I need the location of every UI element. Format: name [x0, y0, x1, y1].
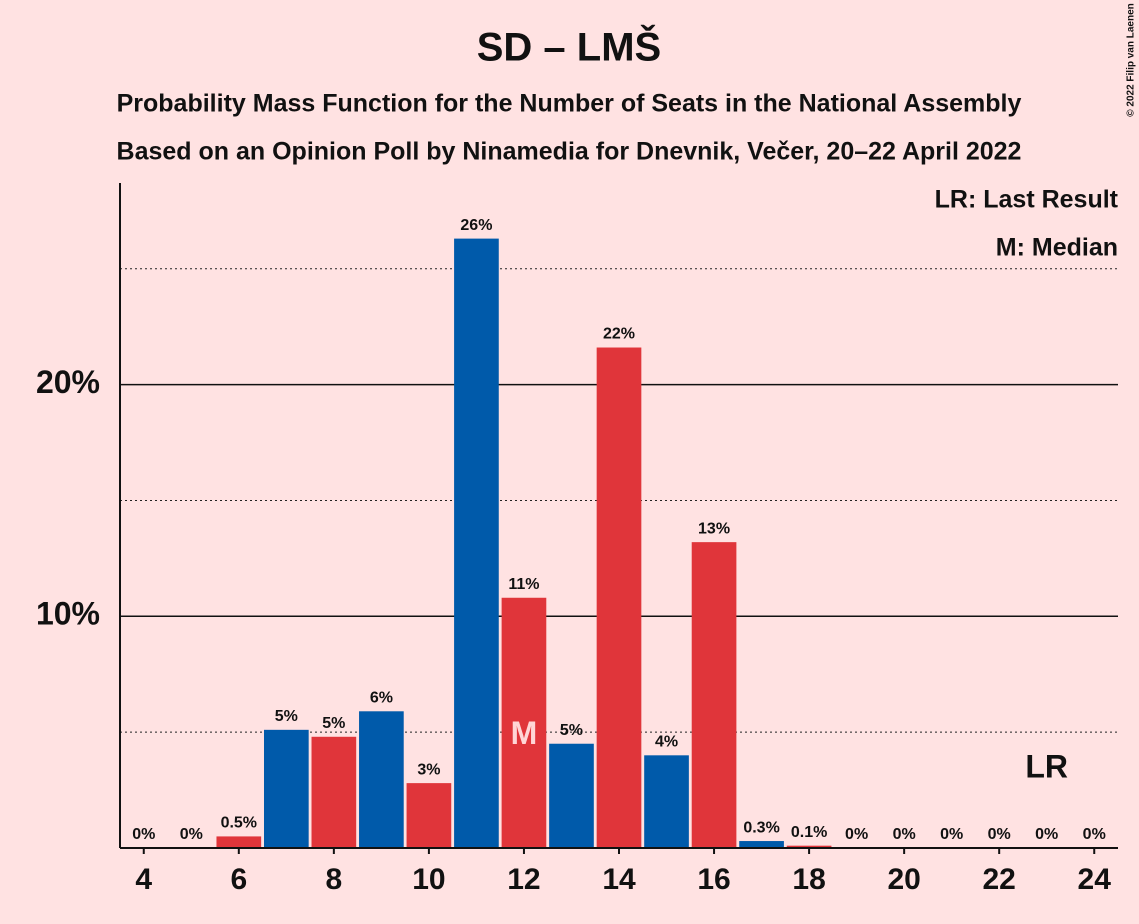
y-tick-label: 20% — [36, 364, 100, 400]
median-marker: M — [511, 715, 538, 751]
legend-entry: M: Median — [996, 234, 1118, 262]
bar — [216, 836, 262, 848]
bar — [691, 542, 737, 848]
value-label: 22% — [603, 326, 635, 343]
legend-entry: LR: Last Result — [935, 186, 1119, 214]
x-tick-label: 24 — [1078, 863, 1112, 896]
x-tick-label: 10 — [412, 863, 445, 896]
bar — [549, 743, 594, 848]
value-label: 0% — [1035, 826, 1058, 843]
bar — [786, 845, 832, 848]
value-label: 5% — [322, 715, 345, 732]
x-tick-label: 22 — [983, 863, 1016, 896]
x-tick-label: 18 — [792, 863, 825, 896]
value-label: 3% — [417, 761, 440, 778]
value-label: 0% — [1083, 826, 1106, 843]
bar — [644, 755, 689, 848]
x-tick-label: 8 — [326, 863, 343, 896]
value-label: 5% — [275, 708, 298, 725]
bar — [311, 736, 357, 848]
x-tick-label: 14 — [602, 863, 636, 896]
value-label: 0.5% — [221, 815, 257, 832]
value-label: 5% — [560, 722, 583, 739]
value-label: 0% — [132, 826, 155, 843]
value-label: 13% — [698, 520, 730, 537]
value-label: 0% — [893, 826, 916, 843]
value-label: 6% — [370, 690, 393, 707]
y-tick-label: 10% — [36, 596, 100, 632]
chart-subtitle: Probability Mass Function for the Number… — [117, 90, 1022, 118]
bar — [359, 711, 404, 848]
copyright: © 2022 Filip van Laenen — [1126, 3, 1137, 117]
x-tick-label: 16 — [697, 863, 730, 896]
chart-subtitle: Based on an Opinion Poll by Ninamedia fo… — [117, 138, 1022, 166]
value-label: 0.1% — [791, 824, 827, 841]
value-label: 0% — [988, 826, 1011, 843]
x-tick-label: 4 — [135, 863, 152, 896]
bar — [596, 347, 642, 848]
bar — [406, 783, 452, 848]
bar — [501, 597, 547, 848]
bar — [454, 238, 499, 849]
last-result-marker: LR — [1025, 748, 1068, 784]
value-label: 26% — [460, 217, 492, 234]
value-label: 0% — [180, 826, 203, 843]
value-label: 0.3% — [743, 819, 779, 836]
x-tick-label: 20 — [887, 863, 920, 896]
x-tick-label: 12 — [507, 863, 540, 896]
chart-title: SD – LMŠ — [477, 24, 661, 70]
value-label: 11% — [508, 576, 539, 593]
value-label: 4% — [655, 734, 678, 751]
x-tick-label: 6 — [230, 863, 247, 896]
bar — [263, 729, 309, 848]
bar — [739, 841, 784, 848]
value-label: 0% — [940, 826, 963, 843]
value-label: 0% — [845, 826, 868, 843]
